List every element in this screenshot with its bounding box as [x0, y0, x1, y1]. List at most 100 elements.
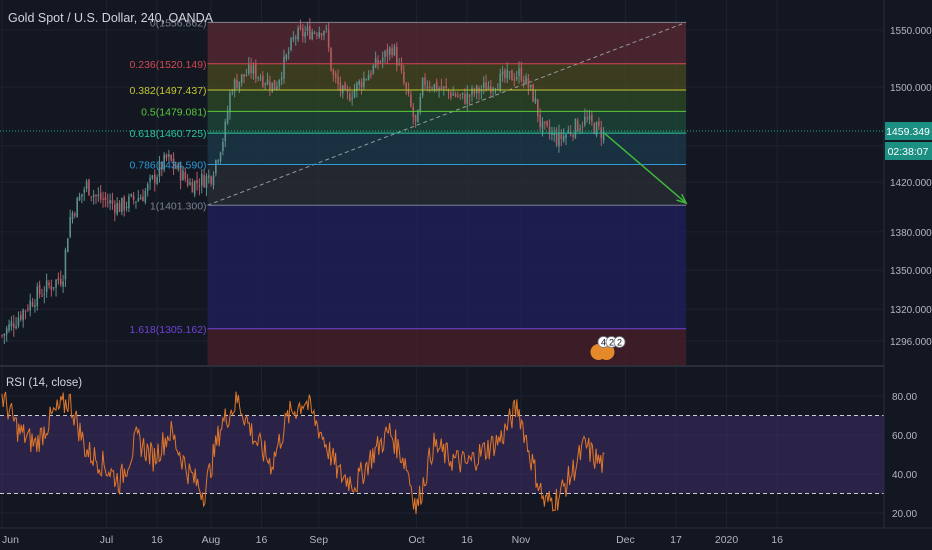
chart-title[interactable]: Gold Spot / U.S. Dollar, 240, OANDA: [8, 11, 214, 25]
candle: [506, 62, 509, 84]
candle-body: [116, 202, 118, 215]
candle: [532, 83, 534, 103]
candle-body: [62, 281, 64, 287]
candle: [508, 71, 511, 80]
candle: [588, 109, 591, 125]
candle: [332, 68, 335, 82]
candle: [313, 30, 316, 35]
candle-body: [222, 141, 224, 151]
candle: [132, 191, 135, 205]
candle: [151, 174, 154, 180]
candle: [471, 85, 473, 102]
candle: [264, 82, 266, 90]
candle-body: [459, 94, 462, 96]
candle: [85, 179, 88, 192]
candle-body: [247, 64, 250, 74]
candle-body: [200, 174, 203, 186]
candle-body: [106, 202, 109, 204]
candle-body: [1, 335, 3, 337]
candle-body: [499, 74, 501, 92]
candle: [212, 171, 215, 190]
candle-body: [198, 185, 201, 187]
candle: [386, 43, 389, 65]
candle-body: [59, 278, 62, 285]
projection-arrow-head[interactable]: [676, 193, 688, 205]
projection-arrow[interactable]: [604, 133, 688, 205]
candle: [593, 121, 595, 135]
candle-body: [581, 126, 584, 128]
candle-body: [306, 27, 309, 31]
candle-body: [513, 79, 516, 81]
candle-body: [67, 238, 69, 253]
candle: [161, 161, 163, 176]
fib-zone-0.786-1: [207, 164, 687, 206]
candle-body: [184, 172, 187, 180]
candle-body: [372, 65, 375, 74]
event-flag-icon[interactable]: [598, 344, 615, 360]
projection-arrow-line[interactable]: [604, 133, 687, 204]
candle-body: [482, 82, 485, 88]
candle-body: [393, 46, 396, 56]
candle: [172, 152, 175, 176]
candle: [238, 81, 241, 94]
candle: [121, 197, 123, 216]
candle-body: [461, 92, 464, 95]
fib-level-label-0.382: 0.382(1497.437): [129, 85, 206, 97]
candle-body: [586, 117, 588, 119]
candle-body: [558, 132, 560, 147]
candle-body: [487, 86, 490, 90]
candle-body: [153, 174, 156, 184]
candle: [487, 81, 490, 90]
candle-body: [144, 191, 147, 203]
event-count-badge[interactable]: [613, 336, 626, 348]
candle-body: [572, 134, 574, 137]
candle: [518, 61, 520, 84]
candle-body: [10, 321, 13, 327]
candle-body: [264, 83, 266, 85]
price-scale[interactable]: [884, 0, 932, 528]
candle: [353, 83, 356, 99]
time-tick-label: Aug: [202, 534, 221, 546]
rsi-pane[interactable]: [0, 391, 884, 515]
candle-body: [146, 184, 149, 192]
candle: [273, 80, 276, 91]
candle-body: [71, 213, 74, 220]
candle-body: [142, 196, 144, 202]
candlestick-series[interactable]: [1, 18, 605, 345]
fibonacci-trend-line[interactable]: [207, 21, 687, 206]
fibonacci-retracement[interactable]: [207, 22, 687, 366]
candle: [414, 114, 417, 128]
candle: [50, 279, 53, 297]
candle-body: [532, 84, 534, 102]
candle-body: [104, 197, 107, 200]
candle: [325, 24, 328, 33]
candle-body: [128, 196, 130, 209]
candle-body: [313, 32, 316, 34]
candle: [245, 68, 248, 77]
candle-body: [522, 80, 525, 84]
candle: [405, 81, 407, 96]
candle: [473, 87, 476, 98]
candle-body: [323, 30, 325, 36]
candle-body: [591, 114, 593, 122]
candle: [480, 85, 483, 100]
candle: [438, 86, 440, 98]
candle: [3, 333, 6, 345]
time-tick-label: Dec: [616, 534, 635, 546]
candle: [334, 70, 337, 84]
rsi-title[interactable]: RSI (14, close): [6, 377, 82, 389]
time-tick-label: Jul: [100, 534, 113, 546]
candle-body: [12, 323, 15, 328]
candle-body: [132, 195, 135, 200]
candle: [403, 64, 405, 86]
candle: [250, 57, 252, 79]
candle-body: [598, 121, 600, 126]
candle: [29, 293, 31, 317]
candle: [424, 73, 426, 90]
candle-body: [236, 79, 238, 89]
candle-body: [525, 76, 527, 85]
candle-body: [137, 197, 140, 202]
trend-line[interactable]: [207, 21, 687, 206]
